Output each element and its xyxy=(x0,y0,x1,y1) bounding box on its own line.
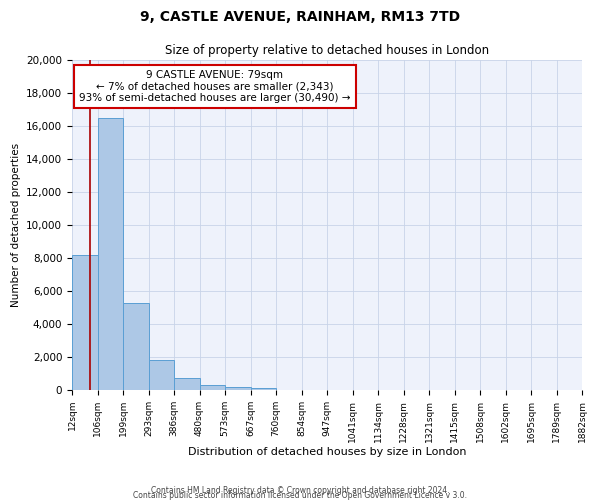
Bar xyxy=(97,118,123,390)
Text: Contains public sector information licensed under the Open Government Licence v : Contains public sector information licen… xyxy=(133,490,467,500)
Text: Contains HM Land Registry data © Crown copyright and database right 2024.: Contains HM Land Registry data © Crown c… xyxy=(151,486,449,495)
Bar xyxy=(123,302,149,390)
Bar xyxy=(149,360,174,390)
Y-axis label: Number of detached properties: Number of detached properties xyxy=(11,143,20,307)
Title: Size of property relative to detached houses in London: Size of property relative to detached ho… xyxy=(165,44,489,58)
Bar xyxy=(251,388,276,390)
Bar xyxy=(199,385,225,390)
Bar xyxy=(225,386,251,390)
Text: 9 CASTLE AVENUE: 79sqm
← 7% of detached houses are smaller (2,343)
93% of semi-d: 9 CASTLE AVENUE: 79sqm ← 7% of detached … xyxy=(79,70,350,103)
X-axis label: Distribution of detached houses by size in London: Distribution of detached houses by size … xyxy=(188,448,466,458)
Text: 9, CASTLE AVENUE, RAINHAM, RM13 7TD: 9, CASTLE AVENUE, RAINHAM, RM13 7TD xyxy=(140,10,460,24)
Bar xyxy=(174,378,199,390)
Bar xyxy=(72,254,97,390)
